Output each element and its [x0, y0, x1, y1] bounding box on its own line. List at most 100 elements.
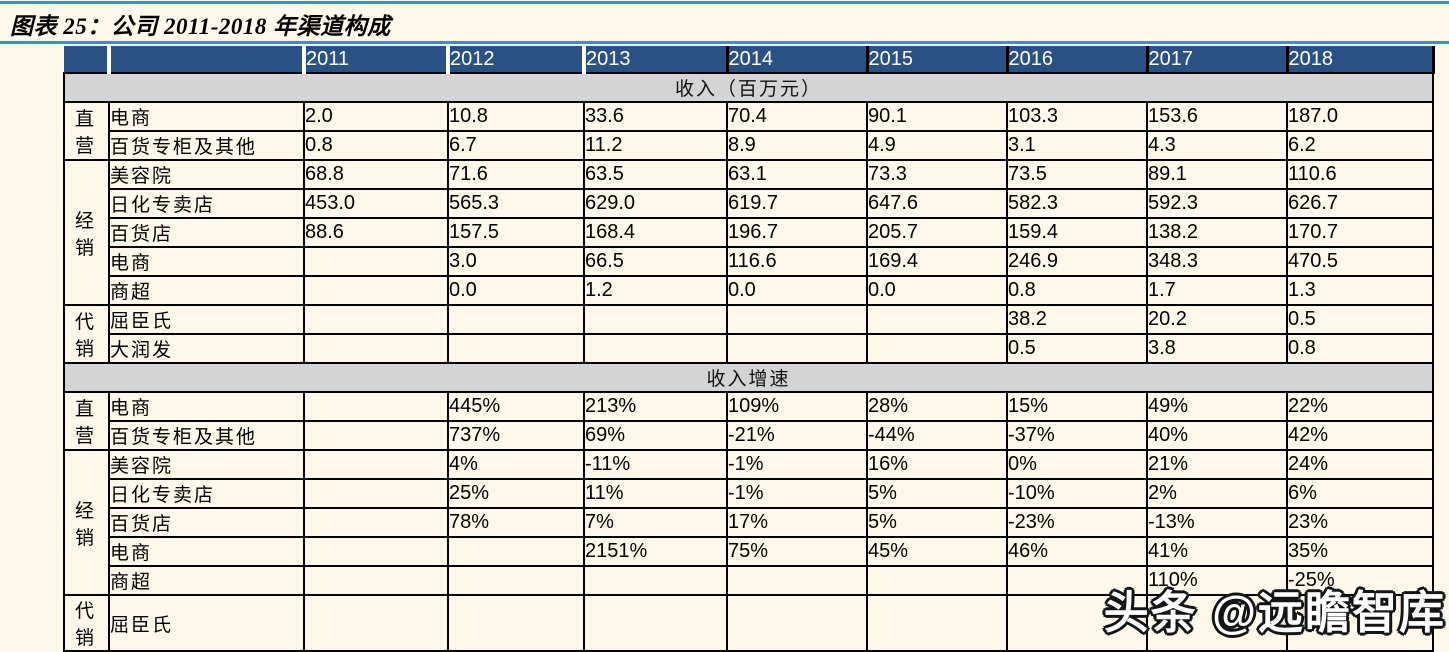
- table-row: 商超 0.0 1.2 0.0 0.0 0.8 1.7 1.3: [64, 275, 1434, 306]
- value-cell: 45%: [866, 536, 1008, 567]
- year-header: 2015: [865, 46, 1007, 73]
- table-row: 百货专柜及其他 737% 69% -21% -44% -37% 40% 42%: [64, 420, 1434, 451]
- value-cell: 21%: [1146, 449, 1288, 480]
- value-cell: 0.8: [303, 130, 449, 161]
- channel-cell: 百货专柜及其他: [108, 130, 305, 161]
- value-cell: [303, 536, 449, 567]
- year-header: 2014: [725, 46, 867, 73]
- value-cell: 0.8: [1006, 275, 1148, 306]
- value-cell: [303, 449, 449, 480]
- value-cell: 17%: [726, 507, 868, 538]
- value-cell: 5%: [866, 478, 1008, 509]
- value-cell: 90.1: [866, 101, 1008, 132]
- value-cell: 78%: [447, 507, 585, 538]
- value-cell: [447, 304, 585, 335]
- value-cell: 70.4: [726, 101, 868, 132]
- group-cell: 直营: [63, 391, 110, 451]
- value-cell: 89.1: [1146, 159, 1288, 190]
- value-cell: 73.5: [1006, 159, 1148, 190]
- value-cell: 110.6: [1286, 159, 1434, 190]
- title-underline-rule: [0, 41, 1449, 44]
- value-cell: [866, 565, 1008, 596]
- value-cell: 1.2: [583, 275, 728, 306]
- value-cell: 88.6: [303, 217, 449, 248]
- group-cell: 经销: [63, 159, 110, 306]
- value-cell: -44%: [866, 420, 1008, 451]
- value-cell: 6%: [1286, 478, 1434, 509]
- table-row: 百货店 78% 7% 17% 5% -23% -13% 23%: [64, 507, 1434, 538]
- year-header: 2011: [302, 46, 448, 73]
- channel-cell: 电商: [108, 246, 305, 277]
- value-cell: 46%: [1006, 536, 1148, 567]
- value-cell: -11%: [583, 449, 728, 480]
- value-cell: [303, 275, 449, 306]
- top-rule: [0, 1, 1449, 4]
- value-cell: [447, 333, 585, 364]
- section-band-row: 收入（百万元）: [63, 72, 1434, 103]
- value-cell: [583, 304, 728, 335]
- value-cell: [447, 594, 585, 652]
- value-cell: 3.0: [447, 246, 585, 277]
- value-cell: 196.7: [726, 217, 868, 248]
- channel-cell: 日化专卖店: [108, 478, 305, 509]
- value-cell: 0.5: [1006, 333, 1148, 364]
- value-cell: -25%: [1286, 565, 1434, 596]
- table-row: 直营 电商 445% 213% 109% 28% 15% 49% 22%: [63, 391, 1434, 451]
- table-row: 代销 屈臣氏 38.2 20.2 0.5: [63, 304, 1434, 364]
- value-cell: -37%: [1006, 420, 1148, 451]
- value-cell: 35%: [1286, 536, 1434, 567]
- value-cell: 23%: [1286, 507, 1434, 538]
- channel-cell: 屈臣氏: [108, 594, 305, 652]
- channel-cell: 百货专柜及其他: [108, 420, 305, 451]
- table-row: 经销 美容院 4% -11% -1% 16% 0% 21% 24%: [63, 449, 1434, 596]
- channel-cell: 商超: [108, 565, 305, 596]
- value-cell: [303, 565, 449, 596]
- value-cell: 11.2: [583, 130, 728, 161]
- value-cell: -1%: [726, 478, 868, 509]
- value-cell: 22%: [1286, 391, 1434, 422]
- value-cell: 2151%: [583, 536, 728, 567]
- value-cell: -21%: [726, 420, 868, 451]
- year-header: 2017: [1145, 46, 1287, 73]
- value-cell: 737%: [447, 420, 585, 451]
- figure-title: 图表 25：公司 2011-2018 年渠道构成: [10, 14, 391, 39]
- value-cell: -10%: [1006, 478, 1148, 509]
- value-cell: 0.5: [1286, 304, 1434, 335]
- value-cell: 42%: [1286, 420, 1434, 451]
- value-cell: [866, 304, 1008, 335]
- value-cell: 4%: [447, 449, 585, 480]
- value-cell: [303, 594, 449, 652]
- value-cell: 66.5: [583, 246, 728, 277]
- section-band-label: 收入增速: [63, 362, 1434, 393]
- value-cell: 33.6: [583, 101, 728, 132]
- value-cell: 4.9: [866, 130, 1008, 161]
- value-cell: 8.9: [726, 130, 868, 161]
- value-cell: 3.1: [1006, 130, 1148, 161]
- value-cell: 49%: [1146, 391, 1288, 422]
- value-cell: 69%: [583, 420, 728, 451]
- value-cell: [303, 420, 449, 451]
- value-cell: 565.3: [447, 188, 585, 219]
- value-cell: [303, 391, 449, 422]
- channel-cell: 美容院: [108, 449, 305, 480]
- table-row: 直营 电商 2.0 10.8 33.6 70.4 90.1 103.3 153.6 187.0: [63, 101, 1434, 161]
- table-row: 电商 3.0 66.5 116.6 169.4 246.9 348.3 470.5: [64, 246, 1434, 277]
- value-cell: 2.0: [303, 101, 449, 132]
- value-cell: 3.8: [1146, 333, 1288, 364]
- value-cell: 68.8: [303, 159, 449, 190]
- value-cell: 582.3: [1006, 188, 1148, 219]
- value-cell: 6.2: [1286, 130, 1434, 161]
- channel-cell: 日化专卖店: [108, 188, 305, 219]
- value-cell: 41%: [1146, 536, 1288, 567]
- year-header: 2016: [1005, 46, 1147, 73]
- value-cell: 157.5: [447, 217, 585, 248]
- table-row: 日化专卖店 25% 11% -1% 5% -10% 2% 6%: [64, 478, 1434, 509]
- table-row: 商超 110% -25%: [64, 565, 1434, 596]
- group-cell: 经销: [63, 449, 110, 596]
- value-cell: 5%: [866, 507, 1008, 538]
- value-cell: 116.6: [726, 246, 868, 277]
- value-cell: 15%: [1006, 391, 1148, 422]
- table-row: 大润发 0.5 3.8 0.8: [64, 333, 1434, 364]
- value-cell: [866, 594, 1008, 652]
- value-cell: 20.2: [1146, 304, 1288, 335]
